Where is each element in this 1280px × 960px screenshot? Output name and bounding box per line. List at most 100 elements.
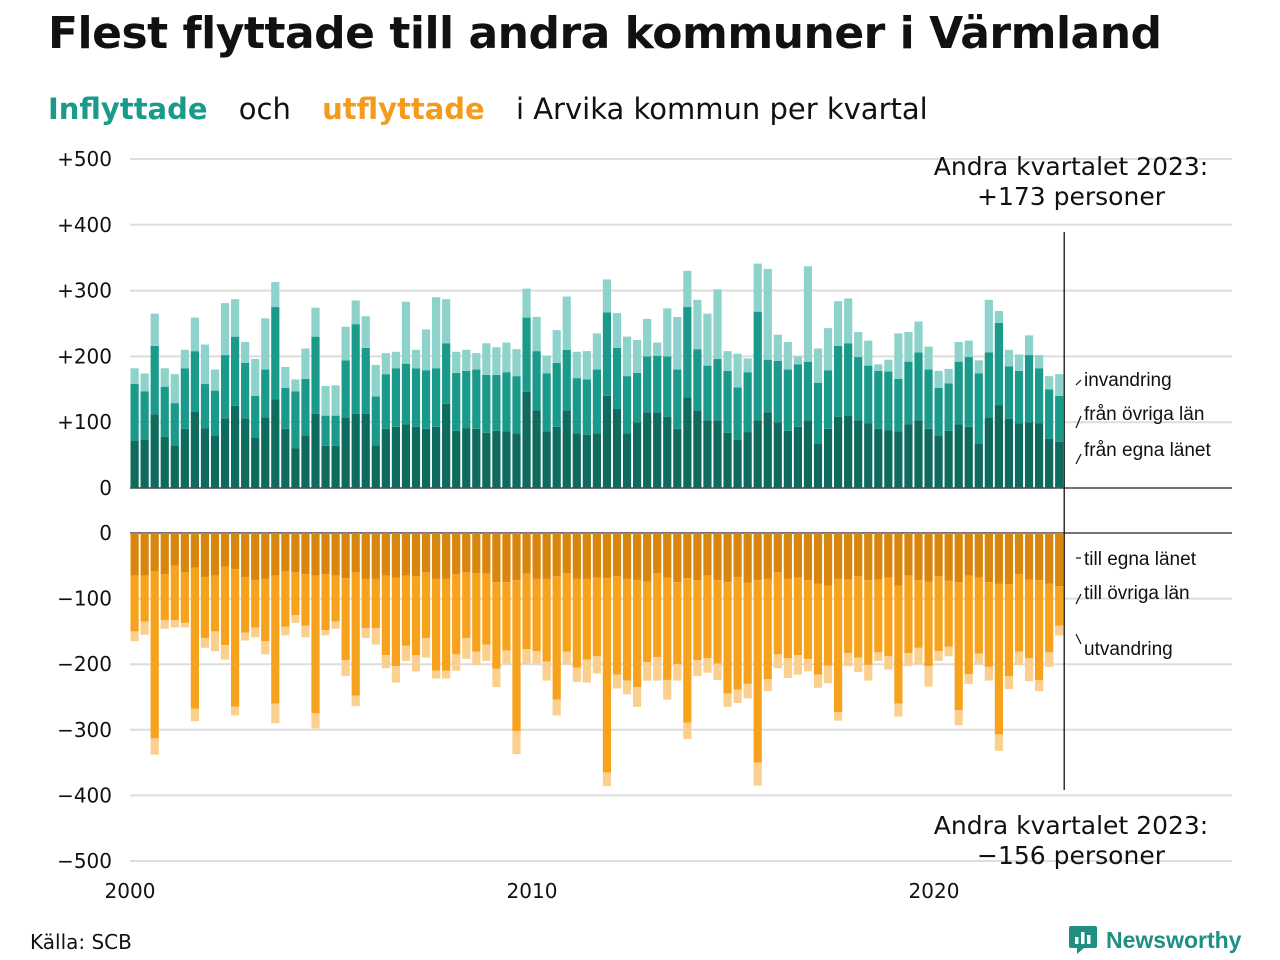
bar-in-0 <box>271 399 280 488</box>
bar-in-2 <box>472 353 481 370</box>
bar-out-0 <box>281 533 290 572</box>
bar-in-2 <box>914 321 923 353</box>
bar-out-0 <box>974 533 983 578</box>
bar-out-1 <box>130 575 139 632</box>
bar-in-1 <box>924 369 933 429</box>
bar-out-1 <box>592 577 601 657</box>
bar-in-1 <box>371 396 380 446</box>
bar-out-1 <box>160 574 169 621</box>
bar-in-0 <box>391 426 400 488</box>
y-tick-label-bottom: −200 <box>57 652 112 676</box>
bar-out-0 <box>472 533 481 574</box>
bar-in-1 <box>904 361 913 425</box>
bar-out-0 <box>723 533 732 583</box>
bar-out-0 <box>1004 533 1014 585</box>
bar-in-2 <box>643 318 652 357</box>
bar-in-2 <box>552 330 561 363</box>
bar-out-0 <box>391 533 400 578</box>
bar-in-1 <box>974 373 983 444</box>
bar-out-2 <box>864 664 873 681</box>
bar-in-0 <box>331 445 340 488</box>
bar-in-0 <box>703 420 712 488</box>
bar-out-2 <box>934 651 943 661</box>
bar-in-1 <box>261 369 270 418</box>
bar-out-1 <box>472 573 481 652</box>
bar-out-1 <box>894 585 903 704</box>
bar-in-0 <box>301 435 310 488</box>
bar-out-2 <box>542 661 551 681</box>
bar-out-2 <box>1035 679 1044 692</box>
bar-out-1 <box>1035 580 1044 680</box>
bar-in-1 <box>492 374 501 431</box>
bar-in-1 <box>391 368 400 427</box>
bar-out-0 <box>633 533 642 581</box>
bar-out-2 <box>914 647 923 665</box>
bar-in-1 <box>813 382 823 444</box>
bar-in-0 <box>150 414 159 488</box>
y-tick-label-top: +500 <box>57 147 112 171</box>
bar-out-0 <box>231 533 240 570</box>
y-tick-label-bottom: −100 <box>57 587 112 611</box>
bar-out-0 <box>482 533 491 574</box>
bar-in-1 <box>954 361 963 425</box>
bar-in-2 <box>924 346 933 370</box>
bar-out-0 <box>301 533 310 575</box>
bar-in-1 <box>602 312 612 396</box>
bar-out-2 <box>1045 652 1054 667</box>
bar-out-1 <box>442 578 451 671</box>
bar-in-0 <box>773 422 782 488</box>
bar-in-1 <box>944 383 953 431</box>
bar-out-0 <box>220 533 230 567</box>
bar-in-0 <box>834 416 843 488</box>
bar-in-1 <box>361 347 370 414</box>
bar-in-2 <box>803 266 813 362</box>
bar-out-2 <box>522 649 531 665</box>
bar-out-0 <box>803 533 813 581</box>
bar-out-1 <box>984 582 993 667</box>
bar-out-1 <box>371 578 380 629</box>
bar-in-0 <box>241 418 250 488</box>
bar-in-2 <box>351 300 360 325</box>
bar-out-1 <box>854 576 863 658</box>
bar-out-0 <box>361 533 370 579</box>
bar-in-0 <box>592 433 601 488</box>
bar-out-1 <box>944 580 953 647</box>
bar-in-1 <box>220 355 230 419</box>
bar-in-1 <box>341 360 350 418</box>
bar-out-2 <box>351 695 360 707</box>
bar-out-1 <box>532 578 541 652</box>
bar-out-1 <box>793 577 802 656</box>
bar-in-2 <box>984 299 993 353</box>
subtitle-utflyttade: utflyttade <box>322 92 485 126</box>
bar-out-0 <box>572 533 581 579</box>
bar-in-0 <box>944 430 953 488</box>
bar-out-1 <box>582 578 591 660</box>
bar-out-0 <box>944 533 953 581</box>
bar-in-2 <box>874 364 883 371</box>
bar-in-1 <box>140 391 149 440</box>
bar-in-2 <box>462 349 471 371</box>
bar-out-1 <box>411 576 421 656</box>
bar-out-2 <box>723 693 732 707</box>
bar-out-2 <box>894 703 903 717</box>
bar-out-2 <box>150 738 159 755</box>
bar-in-2 <box>602 279 612 313</box>
bar-out-0 <box>562 533 571 574</box>
bar-in-2 <box>733 353 742 388</box>
bar-out-1 <box>934 576 943 652</box>
bar-in-2 <box>150 313 159 346</box>
bar-out-2 <box>633 687 642 707</box>
bar-out-0 <box>783 533 792 579</box>
series-label-in: från egna länet <box>1084 440 1211 461</box>
bar-out-2 <box>371 628 380 645</box>
bar-out-0 <box>130 533 139 576</box>
bar-in-0 <box>1045 438 1054 488</box>
bar-out-1 <box>713 580 722 664</box>
bar-in-0 <box>160 436 169 488</box>
bar-in-2 <box>130 368 139 385</box>
bar-in-2 <box>522 288 531 318</box>
bar-out-0 <box>612 533 622 577</box>
bar-out-0 <box>311 533 320 576</box>
bar-in-1 <box>1045 389 1054 439</box>
y-tick-label-bottom: −400 <box>57 783 112 807</box>
